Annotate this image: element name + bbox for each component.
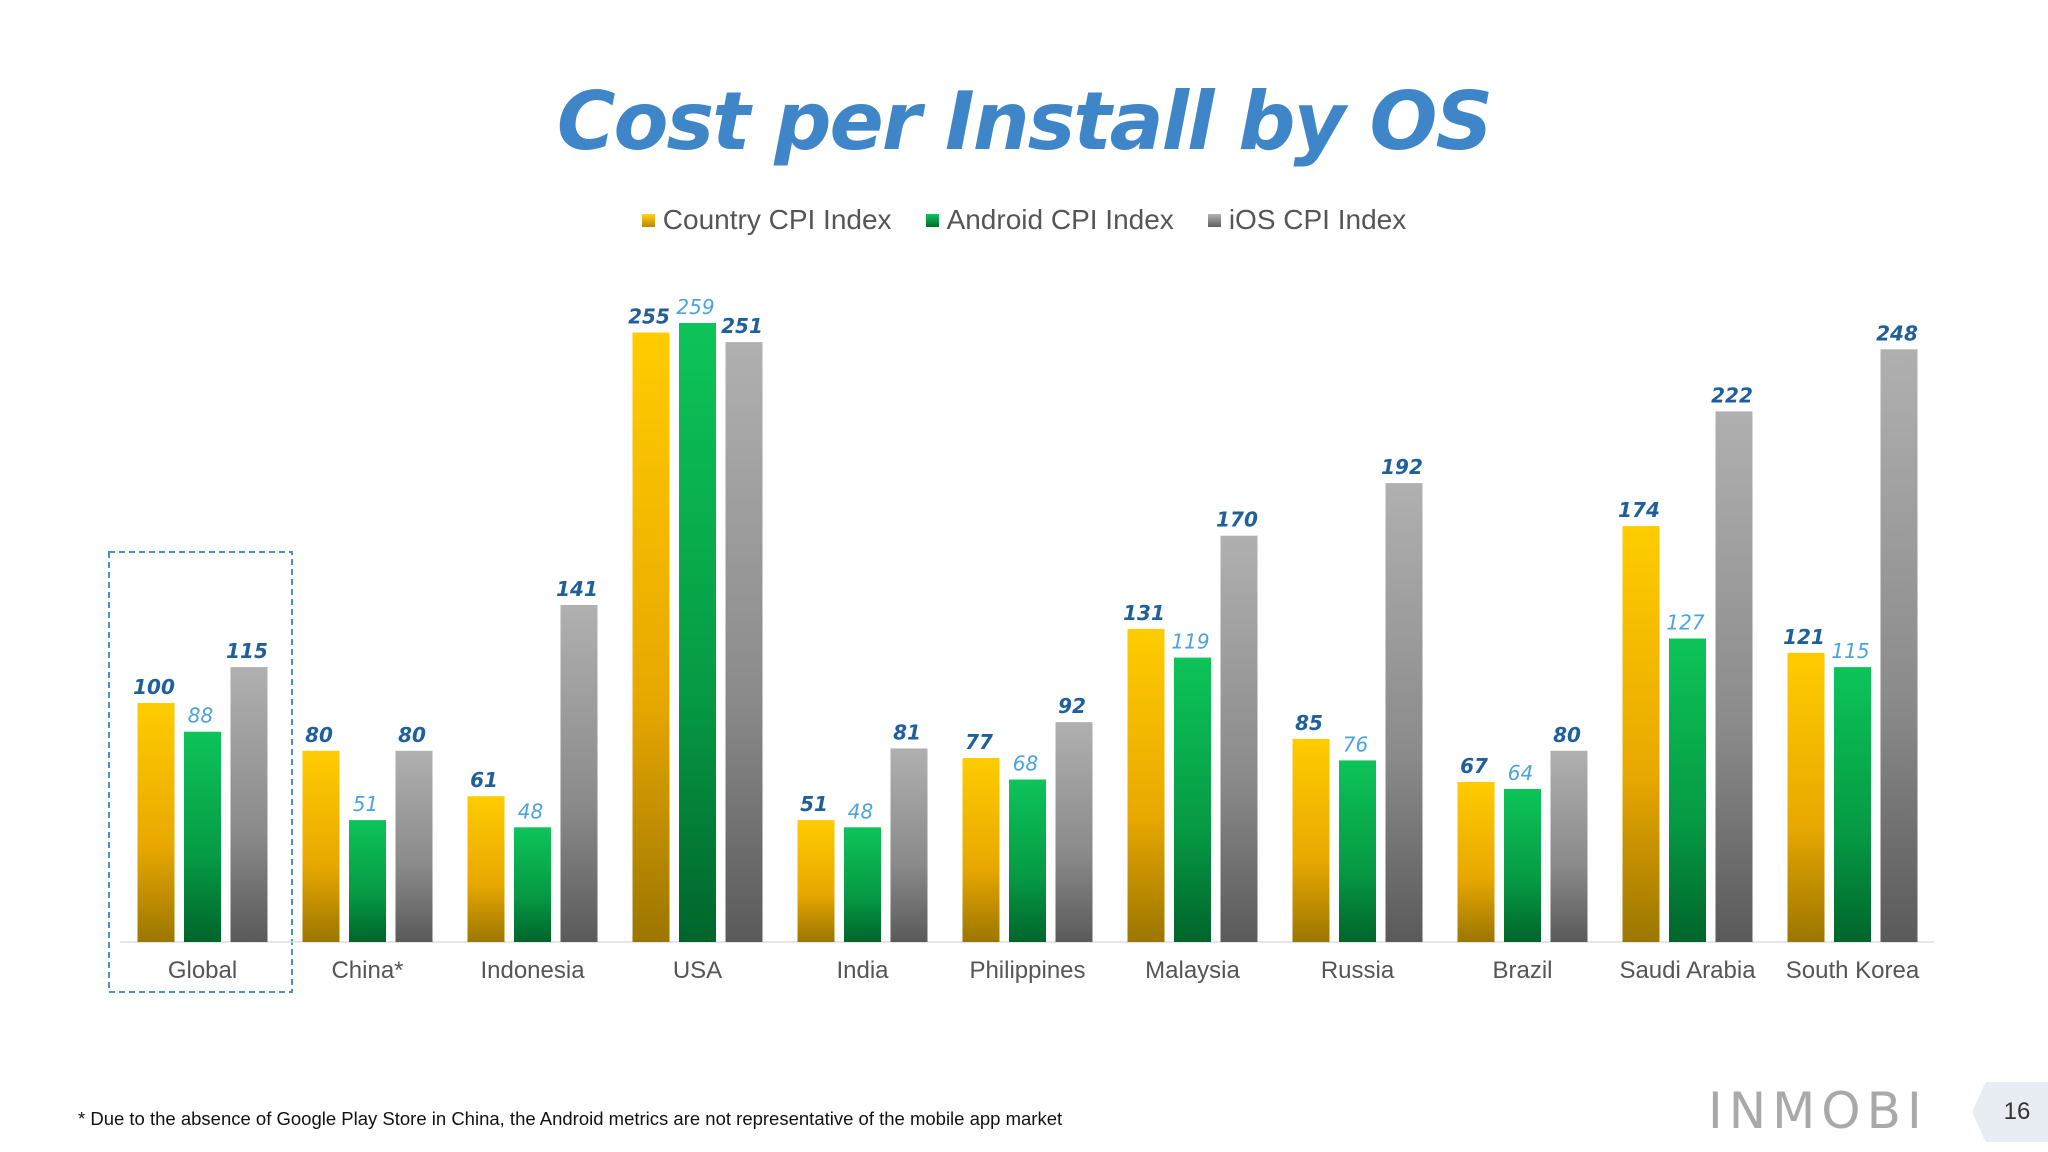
bar-country-indonesia (467, 796, 505, 942)
bar-ios-philippines (1055, 722, 1093, 942)
bar-ios-china (395, 750, 433, 942)
data-label-ios-russia: 192 (1381, 455, 1423, 479)
bar-android-usa (679, 323, 716, 942)
data-label-android-russia: 76 (1343, 732, 1368, 756)
legend-swatch-android (925, 213, 939, 227)
data-label-country-usa: 255 (628, 305, 670, 329)
legend-swatch-country (641, 213, 655, 227)
data-label-country-india: 51 (800, 792, 828, 816)
chart-legend: Country CPI Index Android CPI Index iOS … (0, 204, 2048, 236)
category-label-russia: Russia (1321, 957, 1395, 984)
data-label-country-saudi-arabia: 174 (1618, 498, 1660, 522)
bar-ios-south-korea (1880, 349, 1918, 942)
data-label-ios-brazil: 80 (1553, 723, 1581, 747)
bar-country-russia (1292, 738, 1330, 943)
inmobi-logo: INMOBI (1708, 1082, 1928, 1140)
bar-country-south-korea (1787, 652, 1825, 942)
page-number: 16 (2003, 1098, 2031, 1125)
bar-ios-brazil (1550, 750, 1588, 942)
chart-title: Cost per Install by OS (556, 75, 1493, 168)
data-label-android-indonesia: 48 (518, 799, 543, 823)
data-label-country-malaysia: 131 (1123, 601, 1165, 625)
data-label-android-china: 51 (353, 792, 378, 816)
page-number-tab: 16 (1972, 1082, 2048, 1142)
category-label-indonesia: Indonesia (480, 957, 585, 984)
bar-ios-malaysia (1220, 535, 1258, 942)
data-label-android-global: 88 (188, 704, 213, 728)
bar-android-malaysia (1174, 657, 1211, 942)
bar-country-brazil (1457, 781, 1495, 942)
bar-android-brazil (1504, 789, 1541, 942)
bar-android-indonesia (514, 827, 551, 942)
bar-android-philippines (1009, 779, 1046, 942)
legend-label-ios: iOS CPI Index (1228, 204, 1407, 235)
legend-swatch-ios (1207, 213, 1221, 227)
category-label-saudi-arabia: Saudi Arabia (1619, 957, 1756, 984)
data-label-ios-usa: 251 (721, 314, 763, 338)
data-label-android-malaysia: 119 (1171, 630, 1209, 654)
data-label-country-china: 80 (305, 723, 333, 747)
bar-country-global (137, 703, 175, 942)
data-label-ios-philippines: 92 (1058, 694, 1086, 718)
footnote: * Due to the absence of Google Play Stor… (78, 1108, 1063, 1129)
bar-ios-saudi-arabia (1715, 411, 1753, 942)
data-label-android-brazil: 64 (1508, 761, 1533, 785)
data-label-ios-global: 115 (226, 639, 268, 663)
data-label-android-south-korea: 115 (1831, 639, 1869, 663)
bar-android-china (349, 820, 386, 942)
data-label-ios-saudi-arabia: 222 (1711, 383, 1753, 407)
bar-android-saudi-arabia (1669, 638, 1706, 942)
category-label-malaysia: Malaysia (1145, 957, 1240, 984)
data-label-ios-indonesia: 141 (556, 577, 598, 601)
data-label-country-brazil: 67 (1460, 754, 1488, 778)
category-label-south-korea: South Korea (1786, 957, 1920, 984)
bar-country-philippines (962, 758, 1000, 942)
global-highlight-box (108, 551, 293, 993)
data-label-ios-india: 81 (893, 720, 921, 744)
legend-item-android: Android CPI Index (925, 204, 1174, 236)
bar-ios-indonesia (560, 605, 598, 942)
data-label-country-philippines: 77 (965, 730, 993, 754)
bar-android-india (844, 827, 881, 942)
data-label-ios-south-korea: 248 (1876, 321, 1918, 345)
data-label-android-philippines: 68 (1013, 752, 1038, 776)
data-label-country-indonesia: 61 (470, 768, 498, 792)
legend-label-country: Country CPI Index (662, 204, 892, 235)
legend-item-country: Country CPI Index (641, 204, 892, 236)
category-label-brazil: Brazil (1492, 957, 1552, 984)
legend-item-ios: iOS CPI Index (1207, 204, 1407, 236)
bar-country-india (797, 820, 835, 942)
legend-label-android: Android CPI Index (946, 204, 1174, 235)
bar-android-south-korea (1834, 667, 1871, 942)
category-label-india: India (836, 957, 889, 984)
bar-android-global (184, 731, 221, 942)
data-label-country-russia: 85 (1295, 711, 1323, 735)
data-label-ios-china: 80 (398, 723, 426, 747)
category-label-global: Global (168, 957, 237, 984)
data-label-android-india: 48 (848, 799, 873, 823)
bar-ios-global (230, 667, 268, 942)
bar-ios-russia (1385, 483, 1423, 942)
bar-country-malaysia (1127, 628, 1165, 942)
category-label-philippines: Philippines (969, 957, 1085, 984)
data-label-android-saudi-arabia: 127 (1666, 611, 1704, 635)
bar-country-saudi-arabia (1622, 526, 1660, 942)
bar-country-usa (632, 332, 670, 942)
bar-ios-india (890, 748, 928, 942)
bar-ios-usa (725, 342, 763, 943)
data-label-country-global: 100 (133, 675, 175, 699)
category-label-china: China* (331, 957, 403, 984)
bar-country-china (302, 750, 340, 942)
data-label-country-south-korea: 121 (1783, 625, 1825, 649)
category-label-usa: USA (673, 957, 722, 984)
bar-android-russia (1339, 760, 1376, 942)
data-label-ios-malaysia: 170 (1216, 508, 1258, 532)
data-label-android-usa: 259 (676, 295, 714, 319)
